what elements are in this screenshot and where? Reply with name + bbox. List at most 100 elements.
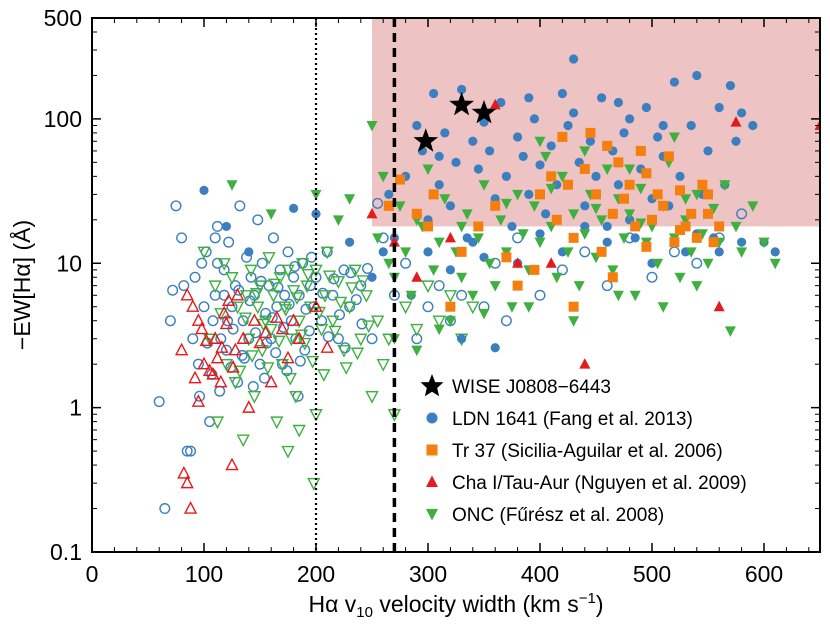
onc-open-point [307, 477, 321, 491]
ldn-1641-filled-point [602, 237, 612, 247]
ldn-1641-filled-point [569, 108, 579, 118]
onc-filled-point [668, 132, 680, 143]
x-tick-label: 200 [297, 561, 335, 587]
ldn-1641-open-point [310, 271, 322, 283]
cha-i-tau-aur-open-point [195, 321, 209, 335]
onc-open-point [359, 290, 374, 303]
cha-i-tau-aur-filled-point [730, 116, 742, 127]
onc-open-point [256, 318, 271, 332]
ldn-1641-open-point [691, 257, 703, 269]
cha-i-tau-aur-open-point [275, 321, 290, 335]
cha-i-tau-aur-open-point [177, 465, 191, 479]
ldn-1641-filled-point [737, 108, 747, 118]
ldn-1641-open-point [299, 344, 311, 356]
ldn-1641-filled-point [445, 201, 455, 211]
tr-37-point [703, 208, 713, 219]
ldn-1641-open-point [181, 445, 193, 457]
ldn-1641-filled-point [737, 237, 747, 247]
tr-37-point [512, 280, 523, 291]
onc-filled-point [724, 326, 736, 337]
ldn-1641-filled-point [569, 54, 579, 64]
ldn-1641-open-point [646, 271, 658, 283]
ldn-1641-filled-point [513, 132, 523, 142]
tr-37-point [641, 168, 652, 179]
onc-open-point [262, 252, 276, 265]
onc-open-point [348, 264, 362, 278]
ticks-layer: 0 100 200 300 400 500 600 0.1 1 10 100 500 [44, 5, 820, 587]
onc-filled-point [590, 203, 602, 215]
onc-filled-point [528, 201, 540, 212]
tr-37-point [641, 241, 652, 252]
onc-open-point [266, 290, 281, 303]
onc-open-point [295, 258, 310, 271]
onc-open-point [255, 344, 269, 358]
onc-open-point [225, 272, 239, 285]
cha-i-tau-aur-open-point [180, 287, 194, 301]
onc-open-point [300, 280, 314, 294]
tr-37-point [680, 221, 691, 232]
ldn-1641-open-point [211, 220, 223, 232]
data-points-layer [153, 54, 820, 515]
cha-i-tau-aur-open-point [270, 310, 284, 323]
tr-37-point [529, 264, 540, 275]
onc-open-point [333, 296, 348, 310]
ldn-1641-open-point [207, 315, 219, 327]
ldn-1641-open-point [211, 257, 223, 269]
ldn-1641-open-point [350, 294, 362, 306]
onc-filled-point [489, 281, 501, 292]
cha-i-tau-aur-open-point [219, 316, 234, 330]
ldn-1641-filled-point [434, 180, 444, 190]
onc-open-point [239, 290, 254, 303]
y-tick-label: 10 [56, 250, 82, 276]
onc-open-point [443, 290, 458, 303]
onc-filled-point [377, 171, 389, 183]
ldn-1641-open-point [164, 315, 176, 327]
y-tick-label: 1 [69, 395, 82, 421]
ldn-1641-filled-point [451, 157, 461, 167]
ldn-1641-open-point [356, 318, 368, 330]
tr-37-point [613, 157, 624, 168]
ldn-1641-open-point [214, 385, 226, 397]
tr-37-point [607, 272, 618, 283]
onc-open-point [328, 325, 342, 339]
onc-open-point [301, 269, 315, 282]
onc-open-point [283, 372, 297, 386]
ldn-1641-filled-point [613, 97, 624, 108]
ldn-1641-filled-point [725, 81, 736, 91]
onc-open-point [314, 323, 329, 337]
onc-open-point [365, 391, 379, 404]
ldn-1641-open-point [267, 232, 279, 244]
ldn-1641-open-point [218, 264, 230, 276]
cha-i-tau-aur-open-point [210, 350, 225, 364]
onc-open-point [466, 301, 480, 315]
tr-37-point [714, 221, 725, 232]
onc-filled-point [523, 302, 535, 313]
ldn-1641-open-point [220, 344, 232, 356]
onc-open-point [245, 350, 259, 363]
ldn-1641-open-point [500, 315, 512, 327]
y-tick-label: 500 [44, 5, 82, 31]
ldn-1641-filled-point [468, 136, 478, 146]
cha-i-tau-aur-open-point [214, 374, 228, 388]
ldn-1641-open-point [338, 264, 350, 276]
ldn-1641-filled-point [244, 247, 254, 257]
onc-open-point [236, 434, 250, 448]
x-axis-title: Hα v10 velocity width (km s−1) [308, 590, 603, 621]
ldn-1641-filled-point [367, 272, 377, 282]
ldn-1641-open-point [236, 349, 248, 361]
cha-i-tau-aur-open-point [264, 374, 278, 388]
x-axis-title-sup: −1 [579, 590, 596, 607]
cha-i-tau-aur-open-point [309, 299, 323, 312]
onc-filled-point [472, 233, 484, 244]
vertical-lines-layer [314, 18, 397, 552]
onc-filled-point [769, 258, 781, 270]
ldn-1641-open-point [601, 280, 613, 292]
cha-i-tau-aur-open-point [226, 359, 240, 373]
ldn-1641-filled-point [412, 120, 422, 131]
legend-item-tr37: Tr 37 (Sicilia-Aguilar et al. 2006) [426, 441, 723, 462]
onc-open-point [294, 329, 309, 343]
ldn-1641-open-point [222, 315, 234, 327]
cha-i-tau-aur-open-point [292, 331, 306, 344]
ldn-1641-filled-point [731, 136, 741, 146]
onc-filled-point [680, 194, 692, 205]
